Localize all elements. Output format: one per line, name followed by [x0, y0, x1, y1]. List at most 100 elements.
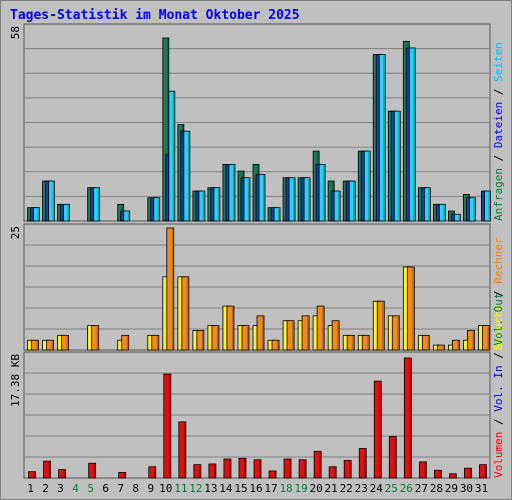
bar-rechner-day-24: [376, 300, 385, 351]
x-tick-label: 18: [279, 482, 292, 495]
bar-shade: [383, 55, 385, 220]
bar-seiten-day-20: [318, 164, 326, 222]
bar-seiten-day-10: [168, 90, 176, 222]
bar-shade: [246, 326, 249, 349]
bar-shade: [263, 175, 265, 220]
x-tick-label: 30: [460, 482, 473, 495]
bar-shade: [292, 321, 294, 349]
bar-shade: [67, 205, 70, 220]
bar-rechner-day-26: [406, 266, 415, 351]
bar-shade: [353, 182, 355, 220]
bar-shade: [259, 460, 261, 477]
bar-rechner-day-28: [436, 344, 445, 351]
bar-seiten-day-15: [243, 177, 251, 222]
y-max-label: 58: [9, 26, 22, 39]
bar-seiten-day-21: [333, 190, 341, 222]
bar-volumen-day-30: [464, 467, 472, 479]
bar-shade: [52, 182, 55, 220]
x-tick-label: 19: [294, 482, 307, 495]
x-tick-label: 6: [102, 482, 109, 495]
bar-shade: [472, 331, 474, 349]
legend-part: /: [492, 346, 505, 366]
bar-shade: [274, 471, 276, 477]
x-tick-label: 14: [219, 482, 233, 495]
legend-part: Anfragen: [492, 168, 505, 221]
bar-shade: [33, 472, 36, 477]
bar-shade: [424, 462, 426, 477]
legend-part: Rechner: [492, 237, 505, 284]
x-tick-label: 3: [57, 482, 64, 495]
bar-shade: [66, 336, 69, 349]
x-tick-label: 23: [355, 482, 368, 495]
bar-shade: [488, 192, 490, 220]
bar-shade: [63, 470, 66, 477]
bar-shade: [443, 205, 445, 220]
bar-shade: [308, 178, 310, 220]
bar-shade: [473, 198, 475, 220]
bar-shade: [458, 215, 460, 220]
bar-volumen-day-22: [343, 460, 352, 479]
x-tick-label: 13: [204, 482, 217, 495]
bar-shade: [201, 331, 204, 349]
x-tick-label: 4: [72, 482, 79, 495]
bar-shade: [409, 358, 411, 477]
bar-rechner-day-20: [316, 305, 325, 351]
bar-seiten-day-11: [183, 130, 191, 222]
bar-seiten-day-14: [228, 164, 236, 222]
bar-volumen-day-11: [178, 421, 187, 479]
bar-volumen-day-3: [58, 469, 66, 479]
legend-part: Besuche: [492, 304, 505, 350]
bar-seiten-day-19: [303, 177, 311, 222]
bar-volumen-day-27: [418, 461, 427, 479]
x-tick-label: 11: [174, 482, 187, 495]
bar-shade: [289, 460, 291, 477]
legend-part: /: [492, 284, 505, 304]
bar-shade: [349, 461, 351, 477]
x-tick-label: 22: [340, 482, 353, 495]
bar-shade: [278, 208, 280, 220]
bar-seiten-day-24: [378, 54, 386, 222]
bar-shade: [319, 452, 321, 477]
x-tick-label: 10: [159, 482, 172, 495]
bar-volumen-day-12: [193, 464, 202, 479]
bar-rechner-day-9: [151, 334, 160, 351]
x-tick-label: 9: [147, 482, 154, 495]
bar-seiten-day-5: [93, 187, 101, 222]
bar-shade: [247, 178, 250, 220]
bar-shade: [231, 307, 234, 349]
bar-volumen-day-16: [253, 459, 262, 479]
bar-rechner-day-22: [346, 334, 355, 351]
bar-volumen-day-31: [479, 464, 487, 479]
x-tick-label: 2: [42, 482, 49, 495]
bar-shade: [469, 469, 471, 477]
bar-volumen-day-5: [88, 462, 97, 479]
bar-shade: [37, 208, 40, 220]
bar-shade: [262, 316, 264, 349]
bar-rechner-day-5: [91, 325, 100, 351]
bar-seiten-day-31: [484, 190, 491, 222]
bar-shade: [352, 336, 354, 349]
x-tick-label: 15: [234, 482, 247, 495]
x-tick-label: 31: [475, 482, 488, 495]
bar-seiten-day-18: [288, 177, 296, 222]
legend-top: Anfragen / Dateien / Seiten: [492, 42, 505, 221]
bar-shade: [442, 346, 444, 349]
bar-shade: [153, 467, 156, 477]
bar-seiten-day-12: [198, 190, 206, 222]
bar-shade: [428, 188, 430, 220]
bar-rechner-day-16: [256, 315, 265, 351]
y-max-label: 25: [9, 226, 22, 239]
x-tick-label: 27: [415, 482, 428, 495]
x-tick-label: 12: [189, 482, 202, 495]
bar-volumen-day-23: [358, 448, 367, 479]
bar-seiten-day-3: [63, 203, 70, 222]
bar-rechner-day-15: [241, 325, 250, 351]
bar-volumen-day-7: [118, 471, 127, 479]
bar-rechner-day-21: [331, 320, 340, 351]
bar-shade: [439, 471, 441, 477]
bar-seiten-day-7: [123, 210, 131, 222]
bar-shade: [216, 326, 219, 349]
bar-rechner-day-1: [31, 339, 39, 351]
legend-part: Vol. In: [492, 365, 505, 411]
x-tick-label: 21: [325, 482, 338, 495]
